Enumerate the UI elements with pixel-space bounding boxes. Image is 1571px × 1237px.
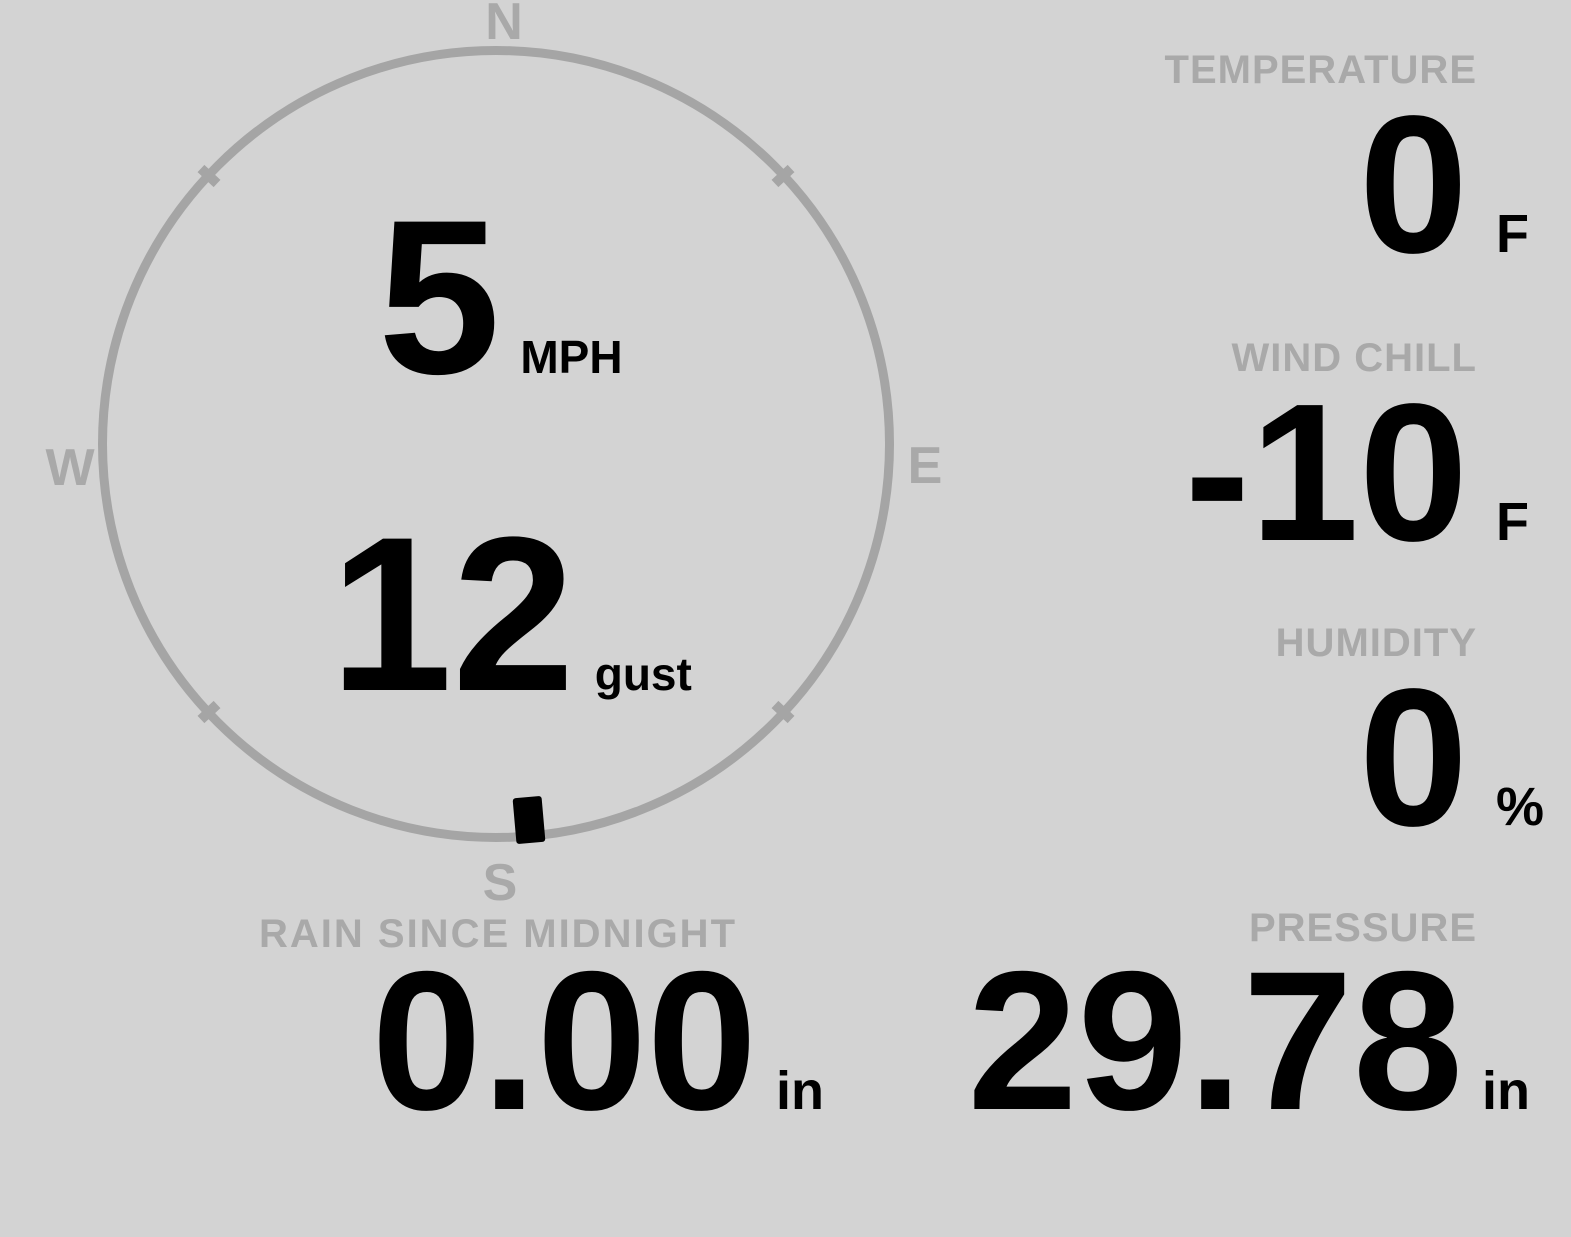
temperature-label: TEMPERATURE [1164,48,1477,92]
wind-gust-value: 12 [330,491,575,737]
rain-value: 0.00 [371,930,757,1151]
pressure-reading: 29.78 in [967,930,1530,1151]
compass-label-east: E [907,437,943,495]
compass-label-west: W [45,439,95,497]
wind-direction-marker [512,795,546,844]
wind-speed-value: 5 [378,174,501,420]
wind-chill-label: WIND CHILL [1231,336,1477,380]
wind-speed-unit: MPH [520,331,623,383]
rain-unit: in [776,1061,824,1121]
humidity-reading: 0 % [1358,648,1544,867]
rain-reading: 0.00 in [371,930,824,1151]
temperature-reading: 0 F [1358,75,1529,294]
temperature-value: 0 [1358,75,1468,294]
wind-speed: 5 MPH [378,174,623,420]
humidity-label: HUMIDITY [1275,621,1477,665]
compass-label-north: N [485,0,523,51]
wind-gust: 12 gust [330,491,692,737]
pressure-value: 29.78 [967,930,1463,1151]
compass-label-south: S [482,854,518,912]
rain-label: RAIN SINCE MIDNIGHT [259,912,737,956]
humidity-value: 0 [1358,648,1468,867]
wind-chill-value: -10 [1184,363,1468,582]
pressure-label: PRESSURE [1248,906,1477,950]
compass-ring [98,46,894,842]
wind-chill-reading: -10 F [1184,363,1529,582]
humidity-unit: % [1496,777,1545,837]
temperature-unit: F [1496,204,1529,264]
wind-gust-unit: gust [594,648,692,700]
wind-chill-unit: F [1496,492,1529,552]
pressure-unit: in [1482,1061,1530,1121]
